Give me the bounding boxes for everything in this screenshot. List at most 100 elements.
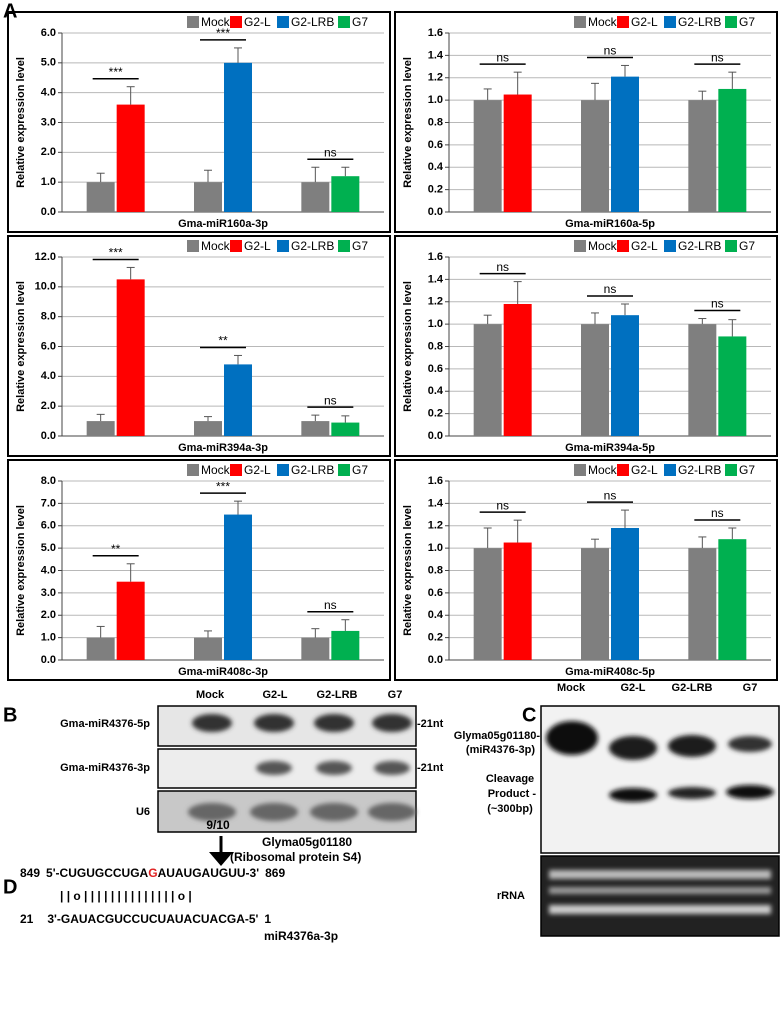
legend-label: Mock [588, 239, 618, 253]
error-bar [126, 266, 135, 280]
lane-label: G2-LRB [672, 682, 713, 694]
significance-label: ns [324, 598, 337, 612]
legend-swatch [574, 464, 586, 476]
legend-swatch [187, 240, 199, 252]
significance-label: ns [711, 297, 724, 311]
y-tick-label: 1.2 [428, 72, 443, 84]
y-tick-label: 0.0 [41, 654, 56, 666]
legend-label: Mock [588, 463, 618, 477]
significance-label: *** [109, 65, 123, 79]
error-bar [698, 318, 707, 325]
y-axis-label: Relative expression level [402, 505, 414, 636]
error-bar [621, 64, 629, 77]
pairing: | | o | | | | | | | | | | | | | | o | [60, 889, 192, 903]
bar [473, 100, 502, 212]
x-axis-label: Gma-miR394a-5p [565, 442, 655, 454]
bar [473, 548, 502, 660]
error-bar [96, 172, 105, 183]
y-tick-label: 1.0 [428, 542, 443, 554]
row-label: Cleavage [486, 773, 534, 785]
protein-label: (Ribosomal protein S4) [230, 850, 361, 864]
y-tick-label: 7.0 [41, 497, 56, 509]
bar [116, 104, 145, 212]
significance-label: ns [711, 50, 724, 64]
legend-swatch [664, 16, 676, 28]
error-bar [234, 500, 242, 515]
legend-swatch [338, 16, 350, 28]
y-tick-label: 0.0 [41, 206, 56, 218]
legend-label: G2-LRB [678, 463, 721, 477]
panel-label: D [3, 876, 17, 898]
bar [581, 548, 609, 660]
y-tick-label: 1.4 [428, 49, 444, 61]
bar [86, 637, 115, 660]
y-tick-label: 0.4 [428, 161, 444, 173]
legend-label: G2-LRB [678, 15, 721, 29]
ratio: 9/10 [206, 818, 230, 832]
bar [301, 421, 330, 436]
legend-swatch [230, 464, 242, 476]
significance-label: ns [604, 44, 617, 58]
significance-label: ns [496, 498, 509, 512]
bar [331, 422, 360, 436]
row-label: Glyma05g01180- [454, 730, 541, 742]
x-axis-label: Gma-miR160a-5p [565, 218, 655, 230]
row-label: rRNA [497, 890, 525, 902]
legend-label: Mock [201, 239, 231, 253]
x-axis-label: Gma-miR408c-5p [565, 666, 655, 678]
legend-swatch [338, 240, 350, 252]
bar [86, 182, 115, 212]
error-bar [234, 354, 242, 365]
y-tick-label: 1.4 [428, 497, 444, 509]
error-bar [204, 416, 212, 422]
legend-label: G2-L [244, 239, 271, 253]
chart-frame [394, 459, 778, 681]
y-tick-label: 0.8 [428, 340, 443, 352]
legend-label: G2-L [631, 463, 658, 477]
y-tick-label: 1.6 [428, 27, 443, 39]
bar [503, 303, 532, 436]
y-tick-label: 6.0 [41, 27, 56, 39]
significance-label: ns [496, 260, 509, 274]
y-tick-label: 0.2 [428, 408, 443, 420]
error-bar [341, 415, 350, 423]
error-bar [204, 630, 212, 638]
legend-swatch [187, 464, 199, 476]
blot-c [540, 705, 780, 937]
legend-swatch [664, 240, 676, 252]
bar [224, 62, 252, 213]
bar [503, 542, 532, 660]
error-bar [96, 625, 105, 638]
y-tick-label: 0.4 [428, 385, 444, 397]
y-tick-label: 3.0 [41, 116, 56, 128]
y-tick-label: 2.0 [41, 609, 56, 621]
legend-swatch [277, 16, 289, 28]
legend-swatch [617, 16, 629, 28]
y-tick-label: 0.0 [428, 430, 443, 442]
target-sequence: 5'-CUGUGCCUGA [46, 866, 149, 880]
chart-frame [394, 11, 778, 233]
y-tick-label: 2.0 [41, 146, 56, 158]
significance-label: *** [216, 479, 230, 493]
bar [116, 581, 145, 660]
chart-frame [394, 235, 778, 457]
y-tick-label: 0.8 [428, 116, 443, 128]
bar [688, 548, 717, 660]
legend-label: G2-LRB [291, 463, 334, 477]
error-bar [728, 319, 737, 337]
x-axis-label: Gma-miR394a-3p [178, 442, 268, 454]
y-axis-label: Relative expression level [402, 57, 414, 188]
bar [718, 539, 747, 660]
error-bar [341, 166, 350, 177]
mirna-sequence: 3'-GAUACGUCCUCUAUACUACGA-5' [47, 912, 258, 926]
lane-label: G2-L [262, 689, 287, 701]
cleavage-arrow [209, 836, 233, 866]
legend-swatch [725, 464, 737, 476]
sequence-line: 21 3'-GAUACGUCCUCUAUACUACGA-5' 1 [20, 912, 271, 926]
legend-label: G2-LRB [678, 239, 721, 253]
error-bar [728, 71, 737, 89]
y-tick-label: 3.0 [41, 587, 56, 599]
bar [581, 100, 609, 212]
lane-label: Mock [557, 682, 586, 694]
